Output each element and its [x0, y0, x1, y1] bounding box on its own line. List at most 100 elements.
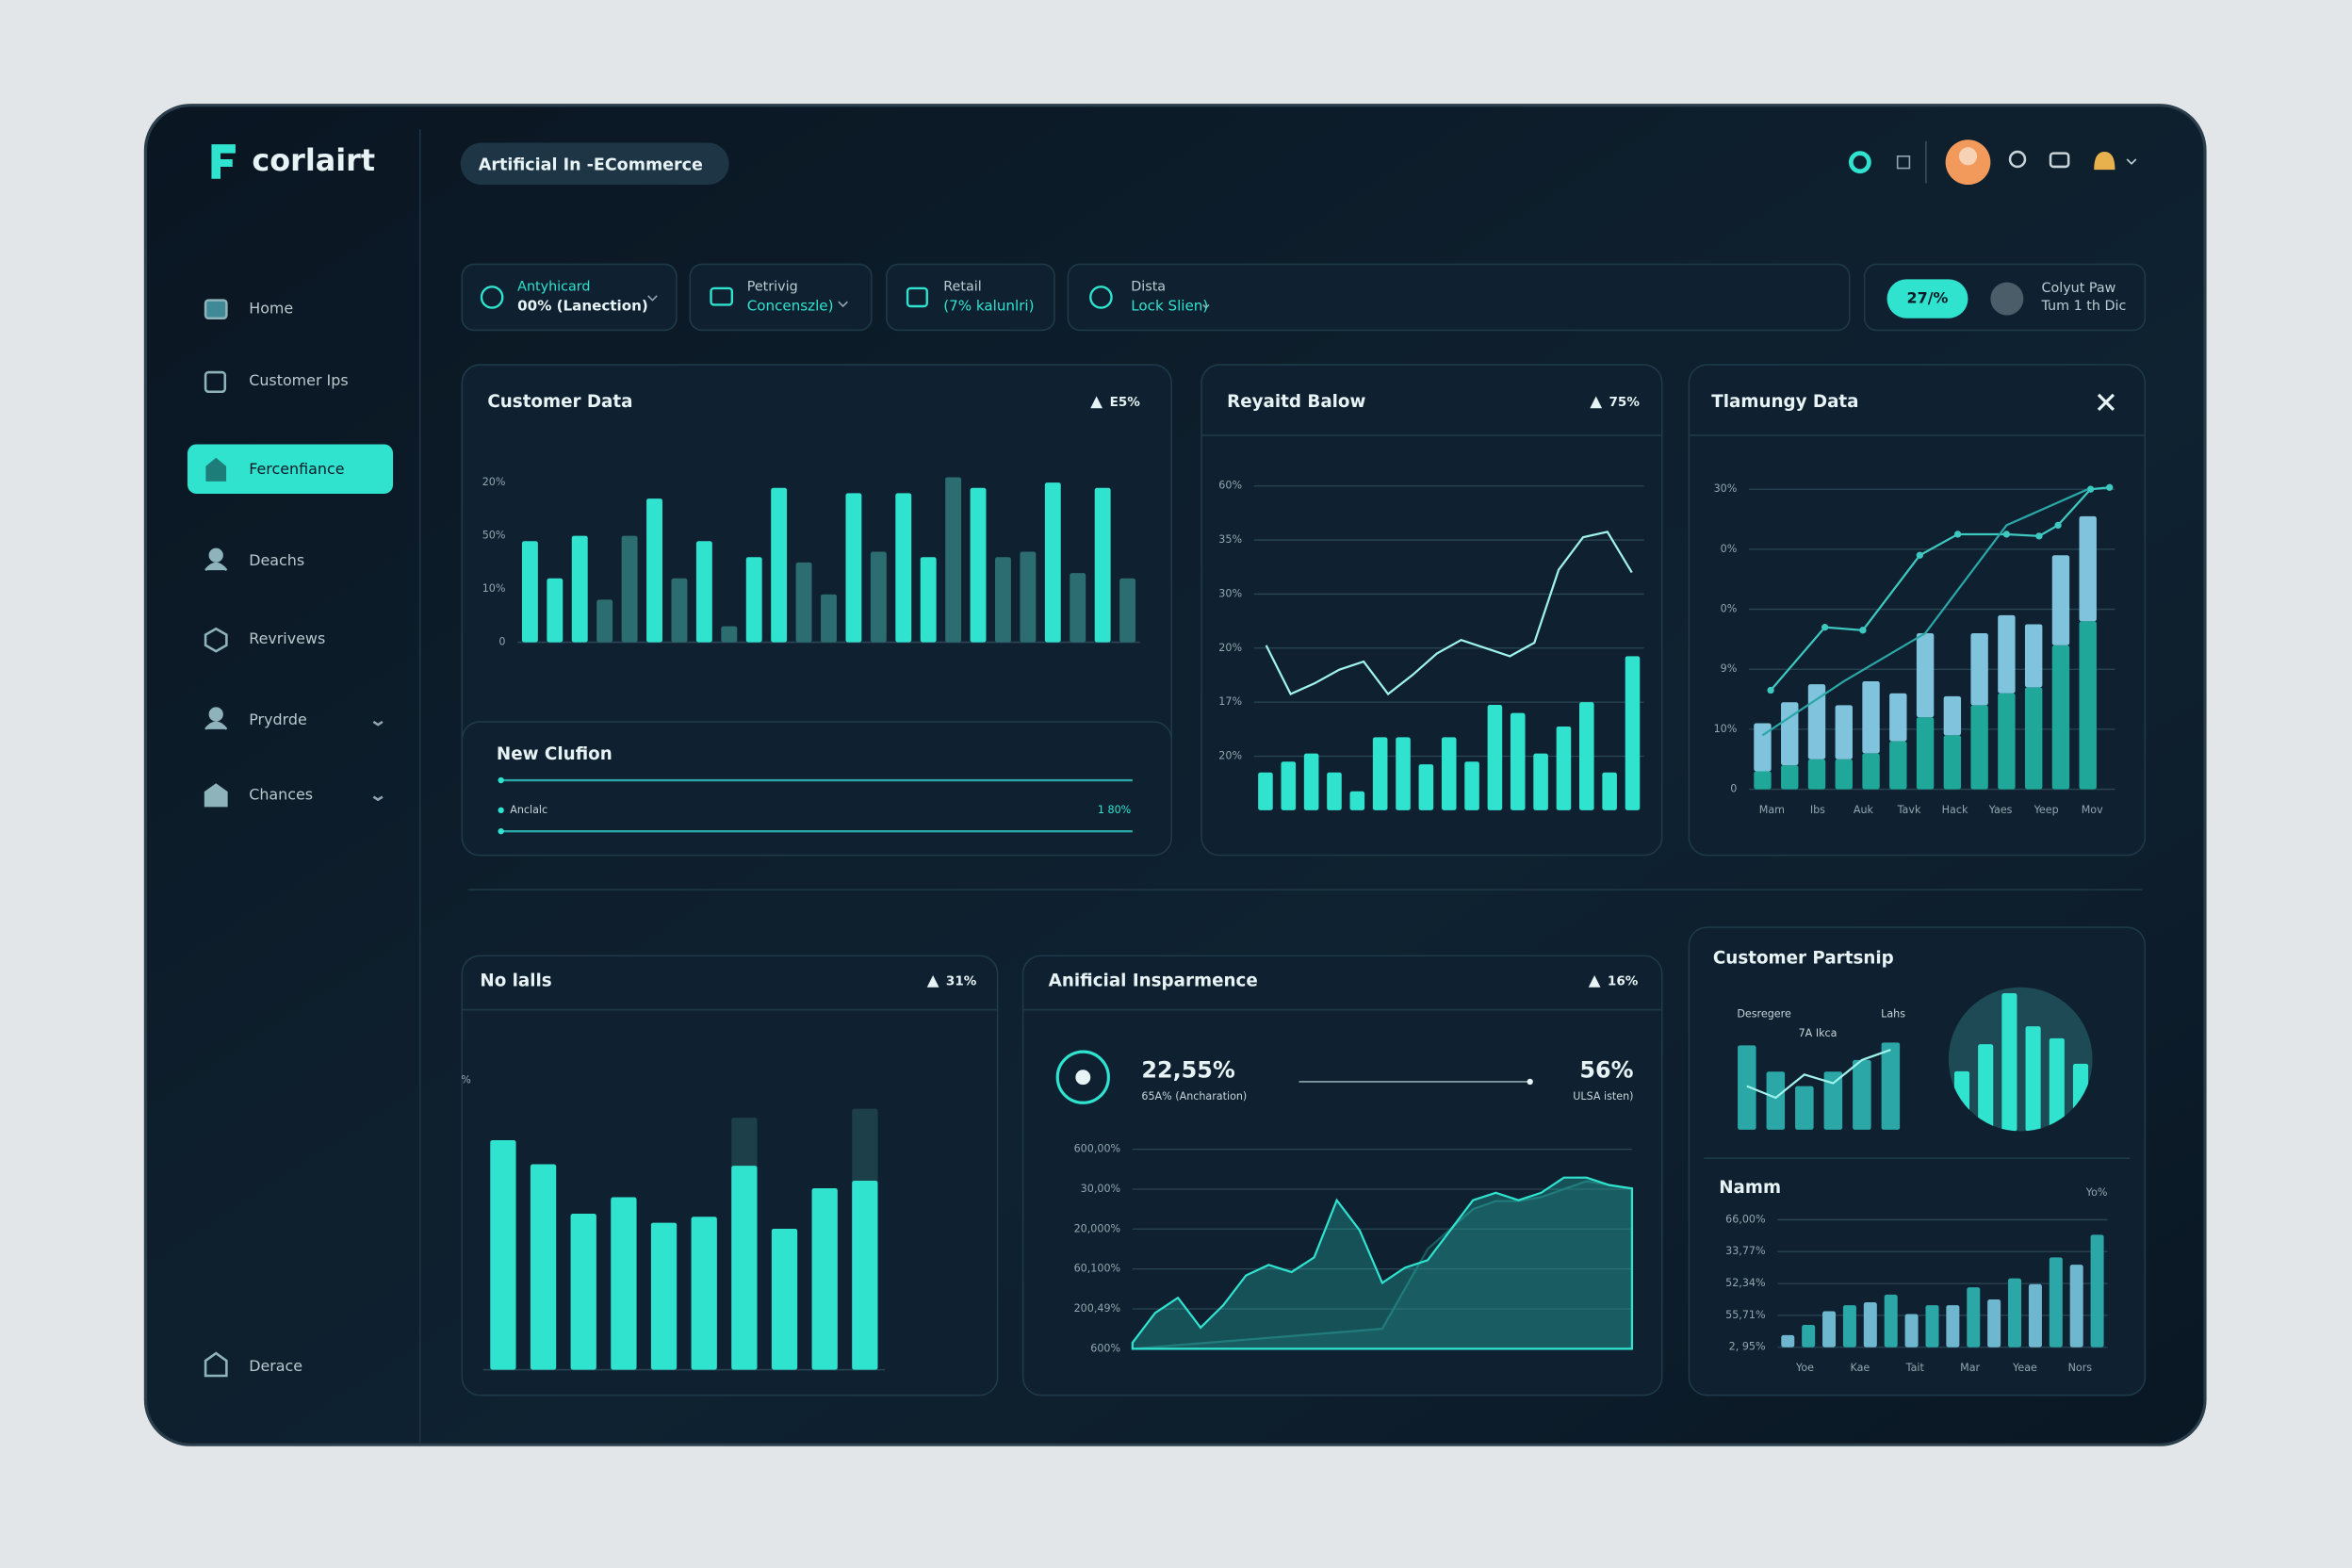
badge: 16%	[1608, 973, 1639, 988]
bar	[1119, 578, 1136, 643]
panel	[1200, 364, 1663, 857]
bar	[547, 578, 564, 643]
toolbar-icons[interactable]	[1848, 139, 2137, 186]
panel-title: Namm	[1719, 1178, 1781, 1198]
nav-item[interactable]: Home	[249, 300, 293, 318]
bar	[1556, 726, 1572, 810]
bar	[1258, 772, 1273, 810]
bar	[1946, 1305, 1960, 1348]
bar	[2008, 1278, 2022, 1348]
y-tick-label: 20%	[482, 476, 506, 488]
line-dot	[2054, 521, 2062, 530]
bar	[1889, 741, 1907, 790]
progress-title: New Clufion	[497, 744, 612, 764]
bar	[1781, 765, 1799, 790]
line-dot	[1859, 627, 1867, 634]
bar	[2001, 993, 2017, 1132]
bar	[1916, 633, 1935, 718]
bar	[1464, 761, 1479, 810]
search-text[interactable]: Artificial In -ECommerce	[479, 155, 703, 174]
bar	[1487, 705, 1503, 810]
bar	[870, 551, 887, 643]
panel-title: Reyaitd Balow	[1227, 392, 1365, 412]
bar	[1943, 735, 1962, 790]
nav-item[interactable]: Revrivews	[249, 629, 325, 647]
bar	[845, 493, 862, 643]
x-tick-label: Yoe	[1795, 1362, 1814, 1374]
nav-footer[interactable]: Derace	[249, 1357, 302, 1375]
line	[1265, 531, 1633, 696]
bar	[2069, 1265, 2083, 1348]
bar	[1781, 1334, 1795, 1348]
brand: corlairt	[252, 142, 375, 178]
bar	[1802, 1325, 1816, 1348]
x-tick-label: Mov	[2082, 804, 2103, 816]
bar	[1881, 1042, 1901, 1130]
filter-card[interactable]	[689, 263, 873, 332]
filter-label: Antyhicard	[517, 279, 590, 294]
y-tick-label: 60,100%	[1074, 1263, 1121, 1275]
progress-dot	[498, 827, 504, 835]
y-tick-label: 0	[1730, 783, 1737, 795]
badge-icon	[926, 974, 939, 988]
bar	[731, 1166, 758, 1370]
x-tick-label: Mam	[1759, 804, 1785, 816]
filter-card[interactable]	[461, 263, 678, 332]
bar	[1853, 1059, 1871, 1130]
bar	[1327, 772, 1342, 810]
line	[1746, 1049, 1891, 1100]
nav-item[interactable]: Customer Ips	[249, 371, 348, 389]
y-tick-label: 60%	[1218, 480, 1242, 492]
badge: 31%	[946, 973, 977, 988]
y-tick-label: 20%	[1218, 750, 1242, 762]
search-pill[interactable]	[460, 142, 729, 186]
bar	[1822, 1311, 1837, 1348]
y-tick-label: 20,000%	[1074, 1222, 1121, 1234]
mini-label: 7A Ikca	[1799, 1027, 1838, 1039]
close-icon[interactable]	[2097, 393, 2115, 411]
badge: 75%	[1609, 395, 1641, 410]
y-tick-label: 30,00%	[1081, 1183, 1120, 1195]
bar	[1884, 1294, 1898, 1348]
y-tick-label: 30%	[1714, 482, 1738, 495]
bar	[611, 1197, 637, 1370]
nav-item[interactable]: Fercenfiance	[249, 460, 344, 478]
filter-card[interactable]	[885, 263, 1055, 332]
kpi-label: ULSA isten)	[1573, 1090, 1633, 1102]
bar	[1020, 551, 1037, 643]
bar	[1978, 1044, 1994, 1132]
y-tick-label: 2, 95%	[1729, 1341, 1766, 1353]
bar	[2049, 1037, 2065, 1132]
status-subtitle: Tum 1 th Dic	[2040, 299, 2126, 314]
nav-active[interactable]	[187, 444, 394, 494]
bar	[1863, 1302, 1877, 1348]
filter-card[interactable]	[1067, 263, 1851, 332]
bar	[1916, 717, 1935, 790]
bar	[1925, 1305, 1939, 1348]
kpi-connector-dot	[1527, 1078, 1533, 1086]
bar	[721, 626, 738, 643]
panel-title: Customer Partsnip	[1713, 948, 1894, 968]
area	[1131, 1176, 1634, 1350]
line-dot	[2106, 483, 2114, 491]
line-dot	[2002, 531, 2011, 538]
status-title: Colyut Paw	[2041, 281, 2115, 296]
line-dot	[2035, 532, 2043, 540]
nav-item[interactable]: Prydrde	[249, 710, 307, 728]
y-tick-label: 600,00%	[1074, 1143, 1121, 1155]
brand-logo	[211, 144, 236, 179]
nav-item[interactable]: Deachs	[249, 551, 304, 569]
bar	[771, 487, 788, 643]
bar	[1738, 1045, 1756, 1130]
nav-item[interactable]: Chances	[249, 785, 313, 803]
x-tick-label: Ibs	[1810, 804, 1825, 816]
bar	[1807, 759, 1826, 790]
panel-title: No lalls	[480, 971, 551, 990]
y-tick-label: 20%	[1218, 642, 1242, 654]
bar	[920, 557, 937, 643]
bar	[1510, 712, 1526, 810]
panel-title: Customer Data	[487, 392, 632, 412]
mini-label: Desregere	[1737, 1007, 1791, 1020]
bar	[2090, 1234, 2104, 1348]
